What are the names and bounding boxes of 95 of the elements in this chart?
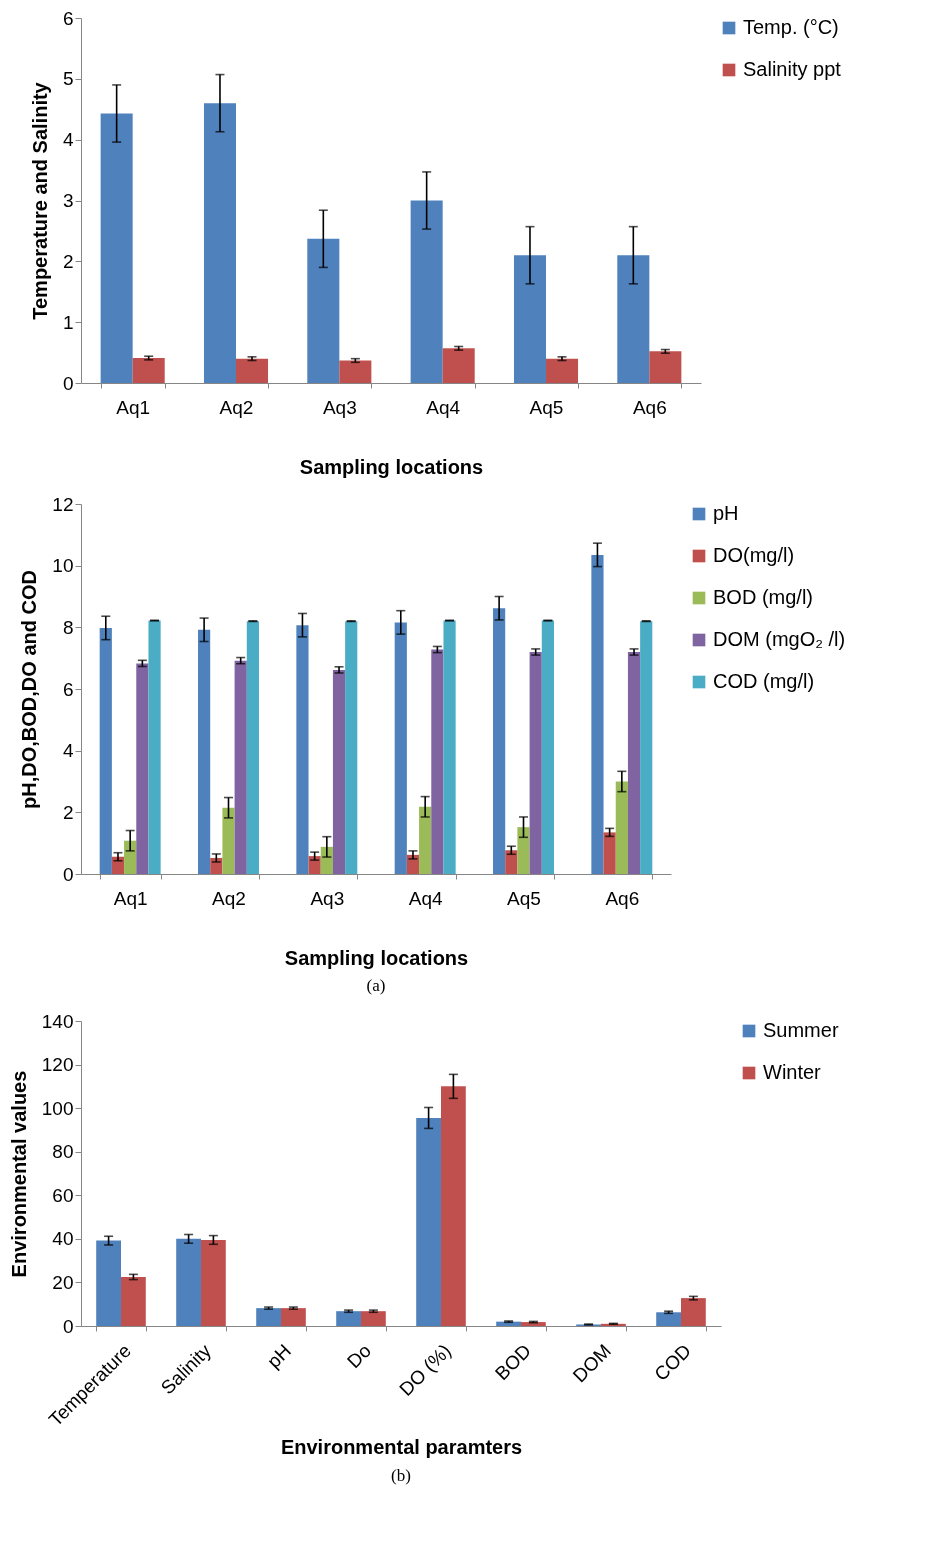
y-tick-label: 5 [62,68,74,90]
x-tick-label: Aq6 [632,396,667,418]
bar [442,348,475,383]
legend-label: pH [713,502,739,524]
bar [339,360,372,383]
bar [121,1276,146,1326]
x-axis-title: Environmental paramters [280,1436,523,1459]
y-axis-title: Environmental values [7,1070,30,1278]
y-tick-label: 40 [52,1228,74,1250]
y-axis-title: pH,DO,BOD,DO and COD [18,570,41,809]
bar [441,1086,466,1326]
y-tick-label: 120 [41,1054,74,1076]
bar [394,622,407,874]
x-tick-label: Aq1 [116,396,151,418]
bar [419,806,432,874]
x-tick-label: DO (%) [395,1340,455,1400]
bar [615,781,628,874]
y-tick-label: 8 [62,616,74,638]
text: (a) [366,976,386,995]
y-tick-label: 4 [62,129,74,151]
x-tick-label: Aq2 [219,396,254,418]
y-tick-label: 60 [52,1184,74,1206]
x-axis-title: Sampling locations [284,946,469,969]
x-tick-label: Aq5 [529,396,564,418]
x-axis-title: Sampling locations [299,455,484,478]
legend-label: Summer [763,1019,839,1041]
y-tick-label: 2 [62,250,74,272]
bar [656,1312,681,1326]
y-tick-label: 0 [62,863,74,885]
legend-label: DOM (mgO₂ /l) [713,628,846,650]
x-tick-label: Aq5 [507,887,541,909]
y-tick-label: 140 [41,1010,74,1032]
bar [493,608,506,874]
bar [410,200,443,383]
bar [96,1240,121,1326]
bar [591,554,604,874]
bar [640,621,653,874]
x-tick-label: Aq4 [408,887,443,909]
legend-label: DO(mg/l) [713,544,795,566]
bar [246,621,259,874]
bar [513,255,546,383]
bar [307,238,340,383]
bar [236,358,269,383]
bar [281,1308,306,1326]
legend-label: Temp. (°C) [743,16,839,38]
bar [649,351,682,383]
x-tick-label: Aq4 [426,396,461,418]
bar [99,627,112,874]
bar [546,358,579,383]
y-tick-label: 10 [52,555,74,577]
bar [198,629,211,874]
y-tick-label: 0 [62,1315,74,1337]
x-tick-label: Aq3 [310,887,345,909]
bar [416,1117,441,1326]
bar [345,621,358,874]
y-tick-label: 0 [62,372,74,394]
bar [443,620,456,874]
bar [148,620,161,874]
legend-label: BOD (mg/l) [713,586,813,608]
y-tick-label: 12 [52,493,74,515]
bar [222,807,235,874]
bar [203,103,236,383]
y-tick-label: 1 [62,311,74,333]
x-tick-label: pH [262,1340,295,1373]
bar [132,358,165,383]
legend-label: Winter [763,1061,822,1083]
bar [308,856,321,874]
y-tick-label: 6 [62,678,74,700]
y-tick-label: 80 [52,1141,74,1163]
y-tick-label: 4 [62,740,74,762]
bar [361,1311,386,1326]
y-tick-label: 2 [62,801,74,823]
bar [517,827,530,874]
x-tick-label: Do [342,1340,375,1373]
text: (b) [391,1465,411,1485]
y-tick-label: 6 [62,7,74,29]
y-tick-label: 100 [41,1097,74,1119]
x-tick-label: Aq3 [322,396,357,418]
bar [201,1239,226,1326]
y-tick-label: 3 [62,190,74,211]
x-tick-label: Aq2 [212,887,246,909]
bar [681,1298,706,1326]
bar [296,625,309,874]
bar [176,1238,201,1326]
y-tick-label: 20 [52,1271,74,1293]
legend-label: Salinity ppt [743,58,842,80]
bar [256,1308,281,1326]
legend-label: COD (mg/l) [713,670,815,692]
x-tick-label: Aq1 [113,887,148,909]
bar [336,1311,361,1326]
x-tick-label: Aq6 [605,887,640,909]
bar [541,620,554,874]
bar [617,255,650,383]
bar [100,113,133,383]
y-axis-title: Temperature and Salinity [28,81,51,320]
